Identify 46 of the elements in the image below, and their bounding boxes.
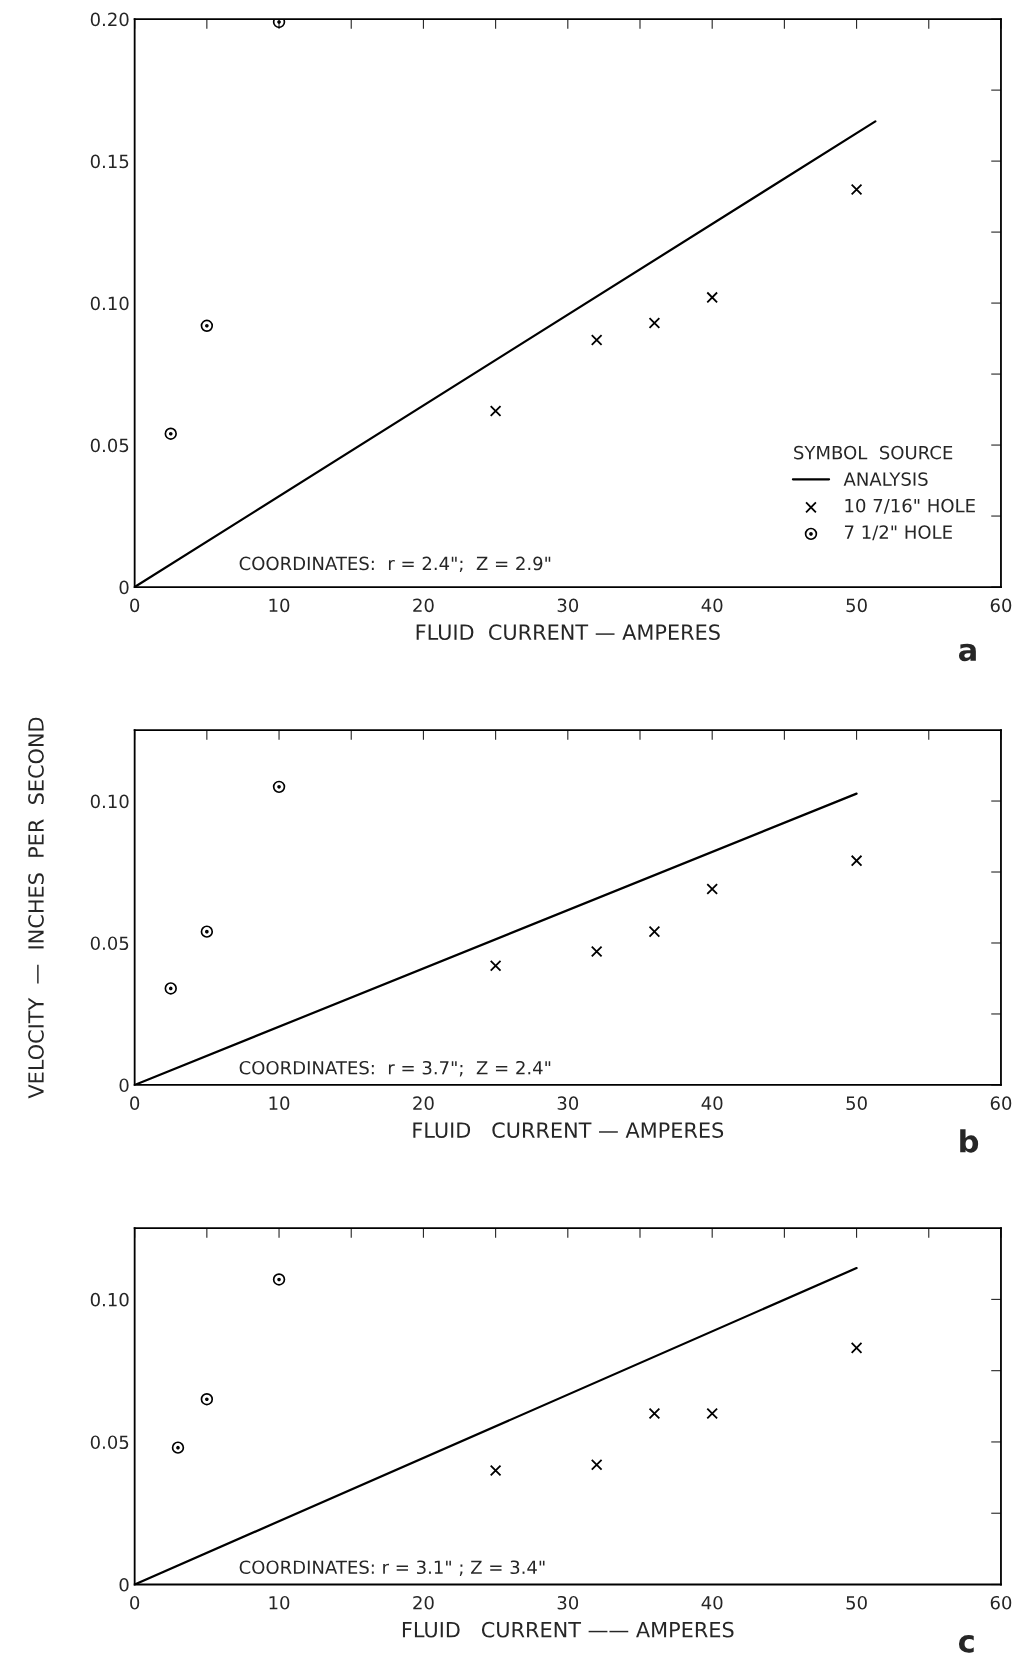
y-tick-label: 0: [119, 1078, 129, 1093]
x-tick-label: 50: [846, 598, 867, 613]
x-tick-label: 20: [413, 1096, 434, 1111]
x-tick-label: 0: [130, 1096, 140, 1111]
legend-label: 7 1/2" HOLE: [844, 525, 952, 541]
legend-label: ANALYSIS: [843, 472, 928, 486]
x-tick-label: 20: [413, 1595, 434, 1610]
x-tick-label: 50: [846, 1595, 867, 1610]
y-axis-title: VELOCITY — INCHES PER SECOND: [28, 717, 44, 1099]
x-tick-label: 40: [701, 1096, 723, 1111]
annotation: COORDINATES: r = 3.7"; Z = 2.4": [239, 1060, 551, 1077]
text: c: [958, 1635, 974, 1653]
x-axis-title: FLUID CURRENT —— AMPERES: [402, 1621, 734, 1638]
x-tick-label: 30: [557, 598, 579, 613]
x-tick-label: 10: [269, 598, 290, 613]
x-tick-label: 10: [269, 1096, 290, 1111]
y-tick-label: 0.05: [90, 936, 129, 951]
x-tick-label: 0: [130, 1595, 140, 1610]
x-tick-label: 60: [990, 1096, 1012, 1111]
legend-label: 10 7/16" HOLE: [845, 498, 975, 514]
x-tick-label: 50: [846, 1096, 867, 1111]
y-tick-label: 0.05: [90, 1435, 129, 1450]
x-tick-label: 0: [130, 598, 140, 613]
x-tick-label: 20: [413, 598, 434, 613]
text: a: [958, 643, 976, 662]
x-tick-label: 60: [990, 598, 1012, 613]
x-tick-label: 30: [557, 1096, 579, 1111]
x-tick-label: 60: [990, 1595, 1012, 1610]
y-tick-label: 0.10: [90, 794, 129, 809]
x-axis-title: FLUID CURRENT — AMPERES: [416, 624, 720, 641]
x-tick-label: 40: [701, 1595, 723, 1610]
x-tick-label: 10: [269, 1595, 290, 1610]
legend-title: SYMBOL SOURCE: [794, 445, 953, 460]
y-tick-label: 0.15: [90, 154, 129, 169]
x-tick-label: 30: [557, 1595, 579, 1610]
y-tick-label: 0: [119, 580, 129, 595]
x-axis-title: FLUID CURRENT — AMPERES: [413, 1122, 724, 1138]
annotation: COORDINATES: r = 2.4"; Z = 2.9": [239, 556, 551, 573]
y-tick-label: 0: [119, 1577, 129, 1592]
y-tick-label: 0.10: [90, 296, 129, 311]
annotation: COORDINATES: r = 3.1" ; Z = 3.4": [239, 1560, 545, 1576]
text: b: [960, 1129, 979, 1153]
y-tick-label: 0.10: [90, 1292, 129, 1307]
x-tick-label: 40: [701, 598, 723, 613]
y-tick-label: 0.05: [90, 438, 129, 453]
y-tick-label: 0.20: [90, 12, 129, 27]
